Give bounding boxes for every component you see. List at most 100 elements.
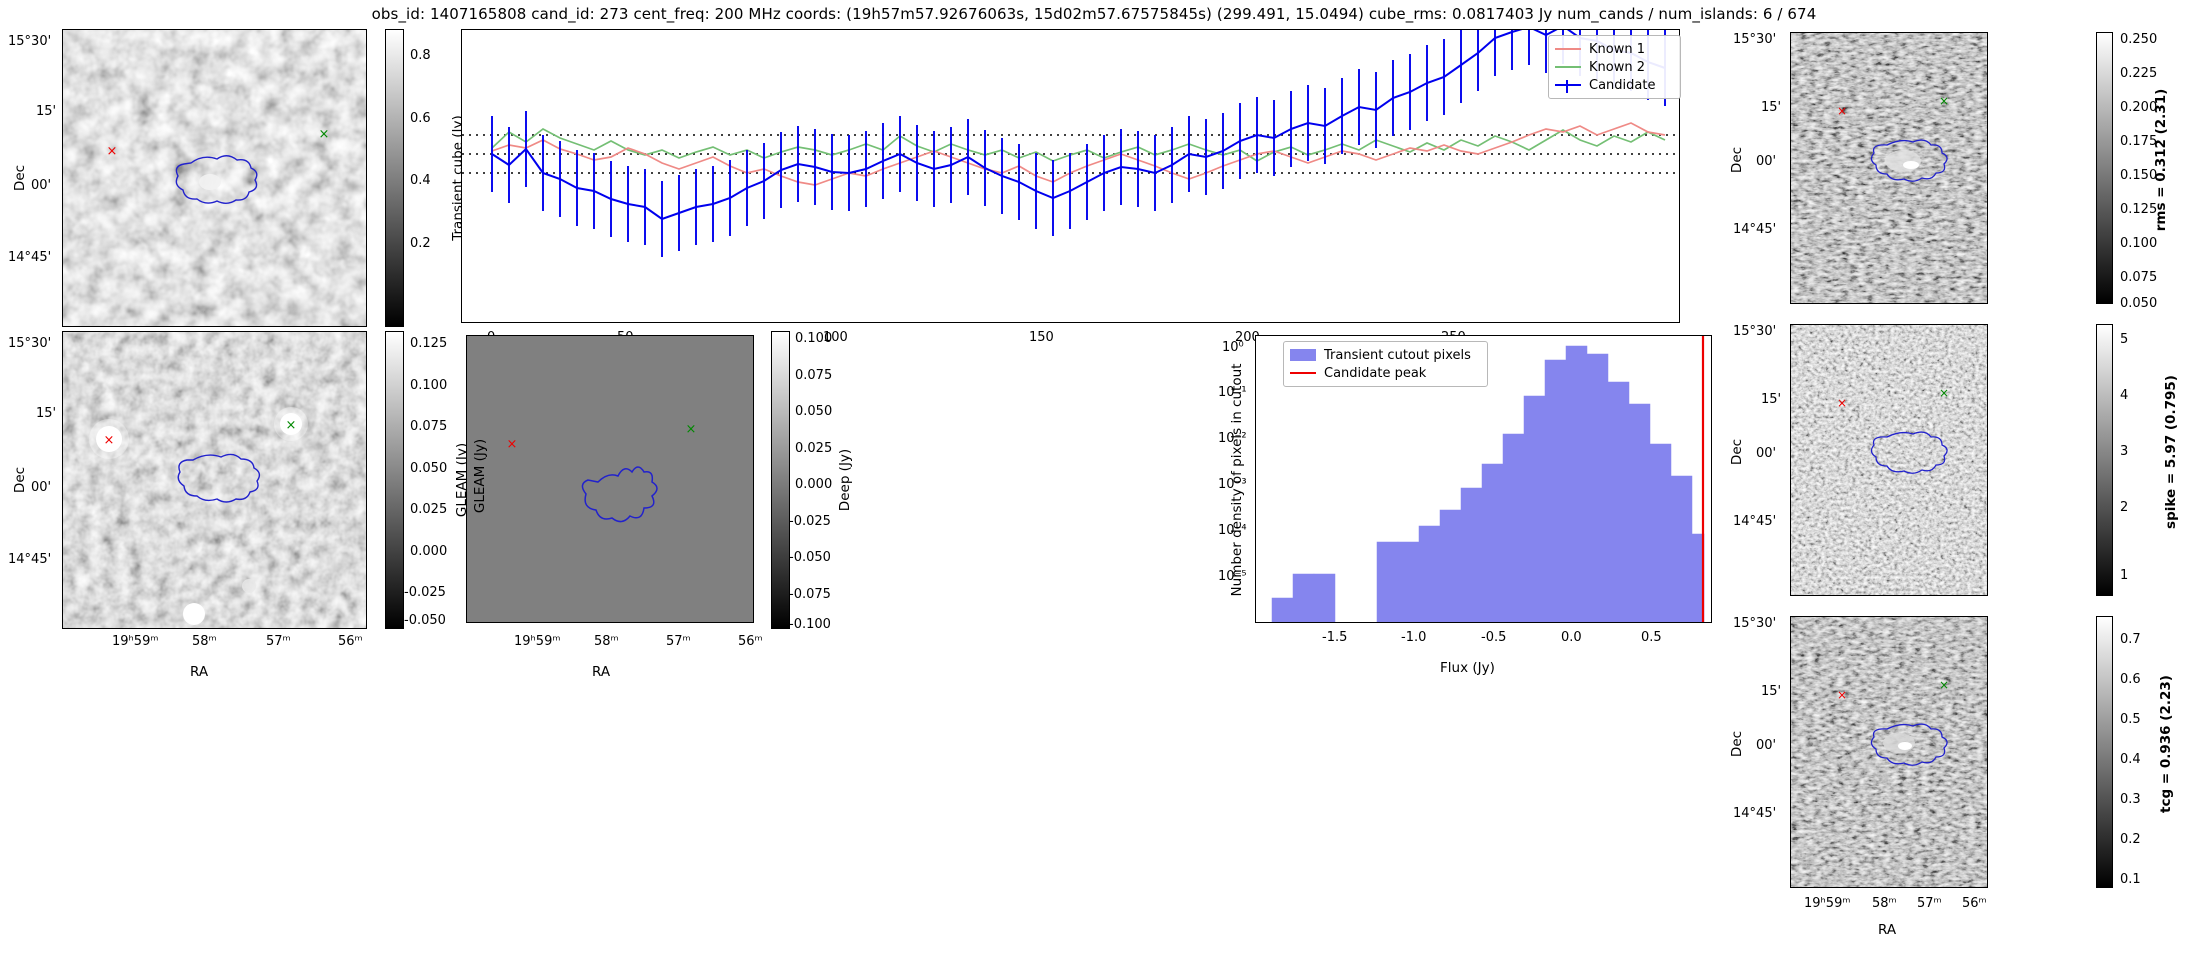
p2-xlabel: RA	[190, 664, 209, 680]
cb3-tick-4: 0.000	[795, 477, 833, 492]
cb6-tick-1: 0.6	[2120, 672, 2141, 687]
cb5-tick-2: 3	[2120, 444, 2129, 459]
cb1-tick-0: 0.8	[410, 48, 431, 63]
legend-label-candidate: Candidate	[1589, 77, 1656, 93]
histogram-bars	[1271, 345, 1705, 622]
p2-ylabel: Dec	[12, 466, 28, 494]
series-candidate	[491, 30, 1666, 221]
panel-deep[interactable]: × ×	[466, 335, 754, 623]
p2-ytick-3: 14°45'	[8, 552, 52, 567]
p2-ytick-2: 00'	[31, 480, 52, 495]
panel-transient-cube[interactable]: × ×	[62, 29, 367, 327]
hist-ytick-4: 10⁻⁴	[1218, 523, 1247, 538]
p5-ylabel: Dec	[1729, 438, 1745, 466]
known2-marker: ×	[686, 422, 697, 437]
lc-xtick-4: 200	[1235, 330, 1260, 345]
legend-item-candidate: Candidate	[1555, 76, 1673, 94]
hist-xtick-2: -0.5	[1481, 630, 1507, 645]
hist-xtick-3: 0.0	[1561, 630, 1582, 645]
histogram-legend: Transient cutout pixels Candidate peak	[1283, 341, 1488, 387]
p6-ytick-1: 15'	[1761, 684, 1782, 699]
figure-title: obs_id: 1407165808 cand_id: 273 cent_fre…	[371, 5, 1817, 23]
cb4-tick-1: 0.225	[2120, 66, 2158, 81]
histogram-swatch-icon	[1290, 349, 1316, 361]
panel-flux-histogram[interactable]	[1255, 335, 1712, 623]
known2-marker: ×	[1939, 678, 1949, 692]
cb5-tick-0: 5	[2120, 332, 2129, 347]
known1-marker: ×	[107, 144, 118, 159]
p3-ylabel-gleam: GLEAM (Jy)	[472, 438, 488, 514]
p3-xtick-1: 58ᵐ	[594, 634, 619, 649]
legend-item-cutout-pixels: Transient cutout pixels	[1290, 346, 1480, 364]
panel-rms[interactable]: × ×	[1790, 32, 1988, 304]
island-contour	[177, 453, 261, 503]
p5-ytick-2: 00'	[1756, 446, 1777, 461]
cb5-tick-3: 2	[2120, 500, 2129, 515]
p6-ylabel: Dec	[1729, 730, 1745, 758]
cb3-tick-0: 0.100	[795, 331, 833, 346]
cb6-tick-0: 0.7	[2120, 632, 2141, 647]
known2-marker: ×	[286, 418, 297, 433]
known1-marker: ×	[104, 433, 115, 448]
colorbar-deep	[771, 331, 790, 629]
series-known2	[491, 127, 1666, 162]
cb5-label: spike = 5.97 (0.795)	[2163, 375, 2179, 529]
p4-ytick-0: 15°30'	[1733, 32, 1777, 47]
cb2-tick-0: 0.125	[410, 336, 448, 351]
cb2-tick-6: -0.025	[404, 585, 446, 600]
lightcurve-legend: Known 1 Known 2 Candidate	[1548, 35, 1681, 99]
legend-item-known1: Known 1	[1555, 40, 1673, 58]
known2-marker: ×	[1939, 386, 1949, 400]
cb4-tick-7: 0.075	[2120, 270, 2158, 285]
cb4-tick-6: 0.100	[2120, 236, 2158, 251]
p6-ytick-2: 00'	[1756, 738, 1777, 753]
panel-lightcurve[interactable]	[461, 29, 1680, 323]
p3-xtick-2: 57ᵐ	[666, 634, 691, 649]
p1-ylabel: Dec	[12, 164, 28, 192]
p3-xlabel: RA	[592, 664, 611, 680]
p1-ytick-0: 15°30'	[8, 34, 52, 49]
flux-histogram-plot	[1271, 336, 1705, 622]
p4-ytick-2: 00'	[1756, 154, 1777, 169]
cb4-tick-5: 0.125	[2120, 202, 2158, 217]
cb2-tick-4: 0.025	[410, 502, 448, 517]
legend-label-cutout-pixels: Transient cutout pixels	[1324, 347, 1471, 363]
legend-label-candidate-peak: Candidate peak	[1324, 365, 1427, 381]
cb2-tick-1: 0.100	[410, 378, 448, 393]
p2-ytick-1: 15'	[36, 406, 57, 421]
known1-marker: ×	[1837, 396, 1847, 410]
p2-ytick-0: 15°30'	[8, 336, 52, 351]
cb6-tick-4: 0.3	[2120, 792, 2141, 807]
hist-xtick-0: -1.5	[1322, 630, 1348, 645]
lc-xtick-3: 150	[1029, 330, 1054, 345]
peak-line-icon	[1290, 372, 1316, 374]
p3-xtick-3: 56ᵐ	[738, 634, 763, 649]
p6-ytick-3: 14°45'	[1733, 806, 1777, 821]
transient-cube-image: × ×	[63, 30, 366, 326]
lc-xtick-2: 100	[823, 330, 848, 345]
panel-spike[interactable]: × ×	[1790, 324, 1988, 596]
hist-ytick-0: 10⁰	[1222, 340, 1244, 355]
hist-ytick-1: 10⁻¹	[1218, 385, 1247, 400]
hist-xtick-4: 0.5	[1641, 630, 1662, 645]
cb1-tick-3: 0.2	[410, 236, 431, 251]
colorbar-tcg	[2096, 616, 2113, 888]
panel-tcg[interactable]: × ×	[1790, 616, 1988, 888]
hist-ylabel: Number density of pixels in cutout	[1229, 363, 1245, 597]
lightcurve-plot	[462, 30, 1679, 257]
series-candidate-errorbars	[491, 30, 1666, 257]
island-contour	[581, 466, 658, 523]
rms-image: × ×	[1791, 33, 1987, 303]
cb6-tick-3: 0.4	[2120, 752, 2141, 767]
cb6-label: tcg = 0.936 (2.23)	[2158, 675, 2174, 813]
cb3-tick-3: 0.025	[795, 441, 833, 456]
p6-xtick-1: 58ᵐ	[1872, 896, 1897, 911]
p5-ytick-0: 15°30'	[1733, 324, 1777, 339]
p2-xtick-0: 19ʰ59ᵐ	[112, 634, 159, 649]
cb6-tick-2: 0.5	[2120, 712, 2141, 727]
p6-xtick-0: 19ʰ59ᵐ	[1804, 896, 1851, 911]
legend-item-candidate-peak: Candidate peak	[1290, 364, 1480, 382]
cb4-tick-3: 0.175	[2120, 134, 2158, 149]
legend-label-known1: Known 1	[1589, 41, 1645, 57]
panel-gleam-deep[interactable]: × ×	[62, 331, 367, 629]
